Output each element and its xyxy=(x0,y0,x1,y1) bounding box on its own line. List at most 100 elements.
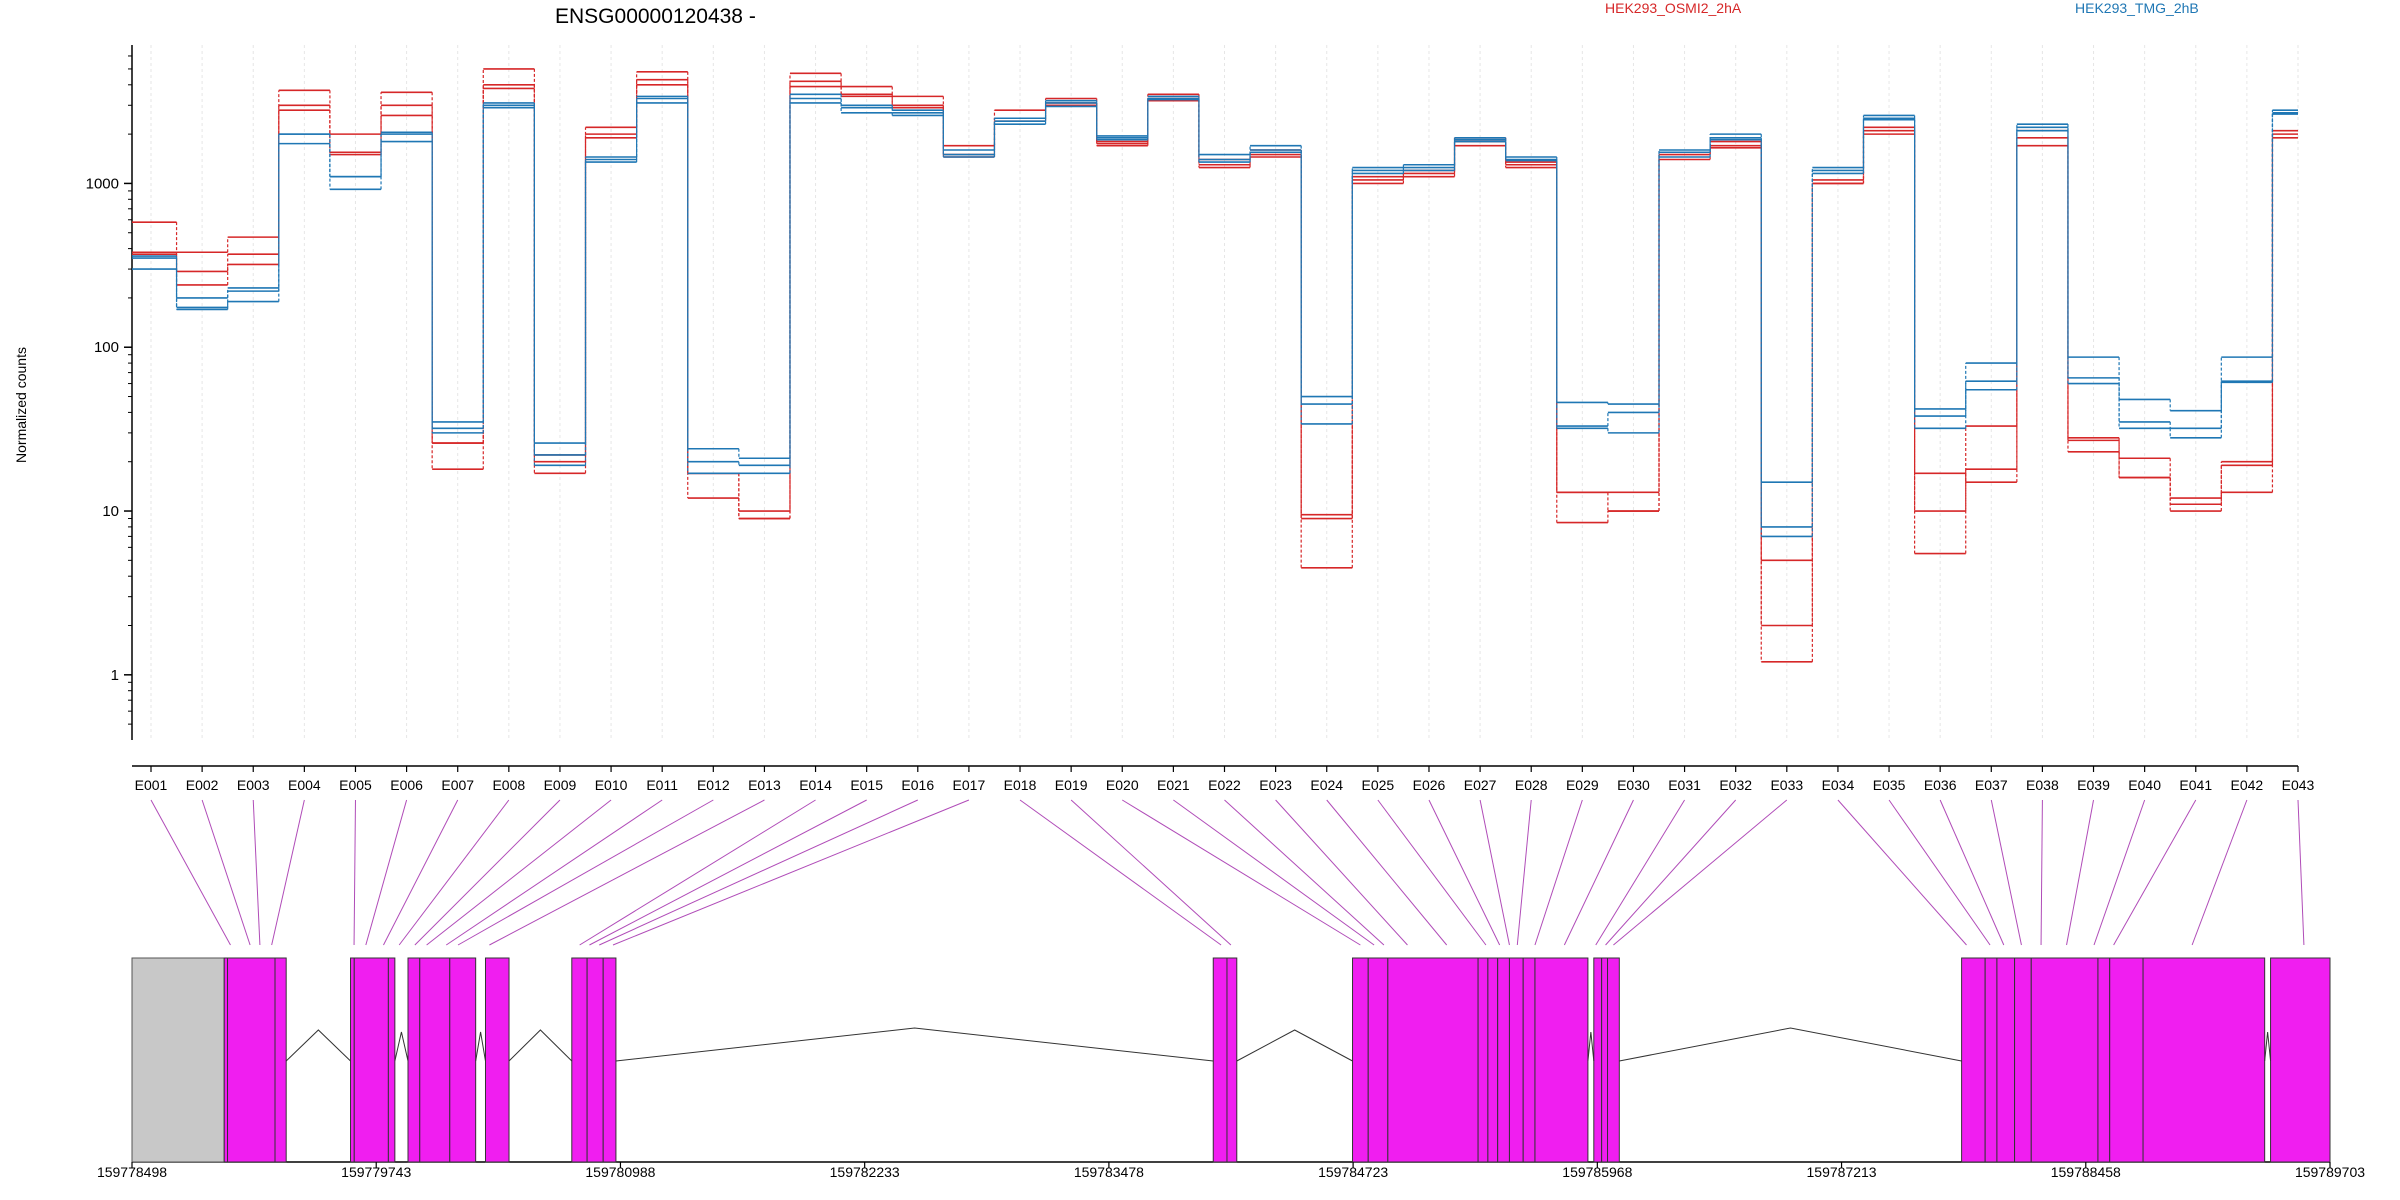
exon-block xyxy=(1226,957,1238,1163)
x-tick-label-e027: E027 xyxy=(1464,777,1497,793)
x-tick-label-e040: E040 xyxy=(2128,777,2161,793)
connector-e001 xyxy=(150,799,231,946)
connector-e004 xyxy=(271,799,305,946)
connector-e009 xyxy=(414,799,561,946)
connector-e005 xyxy=(353,799,356,946)
x-tick-label-e020: E020 xyxy=(1106,777,1139,793)
exon-block xyxy=(227,957,276,1163)
connector-e007 xyxy=(383,799,459,946)
connector-e039 xyxy=(2066,799,2095,946)
exon-block xyxy=(2142,957,2266,1163)
exon-block xyxy=(1534,957,1589,1163)
genomic-tick-label: 159778498 xyxy=(97,1164,167,1180)
exon-block xyxy=(1593,957,1603,1163)
connector-e040 xyxy=(2093,799,2146,946)
x-tick-label-e004: E004 xyxy=(288,777,321,793)
intron-line xyxy=(1619,1027,1962,1062)
connector-e010 xyxy=(426,799,612,946)
connector-e033 xyxy=(1613,799,1788,946)
x-tick-label-e042: E042 xyxy=(2231,777,2264,793)
connector-e017 xyxy=(612,799,970,946)
y-tick-label: 1000 xyxy=(86,175,119,192)
exon-block xyxy=(586,957,604,1163)
connector-e041 xyxy=(2113,799,2197,946)
connector-e037 xyxy=(1990,799,2022,946)
genomic-tick-label: 159788458 xyxy=(2051,1164,2121,1180)
y-tick-label: 100 xyxy=(94,339,119,356)
x-tick-label-e003: E003 xyxy=(237,777,270,793)
intron-line xyxy=(508,1029,573,1062)
connector-e022 xyxy=(1224,799,1385,946)
connector-e034 xyxy=(1837,799,1967,946)
x-tick-label-e030: E030 xyxy=(1617,777,1650,793)
connector-e012 xyxy=(457,799,714,946)
x-axis: E001 E002 E003 E004 E005 E006 E007 E008 E009 E010… xyxy=(132,765,2315,793)
intron-line xyxy=(394,1031,409,1062)
connector-e013 xyxy=(489,799,765,946)
x-tick-label-e008: E008 xyxy=(492,777,525,793)
connector-e043 xyxy=(2297,799,2305,946)
exon-block xyxy=(449,957,477,1163)
x-tick-label-e013: E013 xyxy=(748,777,781,793)
connector-e042 xyxy=(2191,799,2248,946)
y-axis: 1 10 100 1000 xyxy=(86,45,133,740)
connector-e008 xyxy=(398,799,510,946)
connector-e035 xyxy=(1888,799,1991,946)
x-tick-label-e023: E023 xyxy=(1259,777,1292,793)
genomic-axis: 159778498 159779743 159780988 159782233 1597… xyxy=(97,1162,2365,1180)
genomic-tick-label: 159779743 xyxy=(341,1164,411,1180)
x-tick-label-e019: E019 xyxy=(1055,777,1088,793)
x-tick-label-e033: E033 xyxy=(1770,777,1803,793)
x-tick-label-e018: E018 xyxy=(1004,777,1037,793)
exon-block xyxy=(387,957,396,1163)
exon-block xyxy=(223,957,229,1163)
x-tick-label-e015: E015 xyxy=(850,777,883,793)
intron-line xyxy=(285,1029,351,1062)
x-tick-label-e002: E002 xyxy=(186,777,219,793)
intron-line xyxy=(1587,1031,1595,1062)
exon-block xyxy=(1387,957,1479,1163)
exon-block xyxy=(407,957,421,1163)
connector-e021 xyxy=(1173,799,1375,946)
x-tick-label-e025: E025 xyxy=(1362,777,1395,793)
exon-block xyxy=(1984,957,1998,1163)
connector-e036 xyxy=(1939,799,2005,946)
x-tick-label-e034: E034 xyxy=(1822,777,1855,793)
series-lines xyxy=(132,68,2298,663)
exon-block xyxy=(1522,957,1536,1163)
exon-block xyxy=(274,957,287,1163)
x-tick-label-e041: E041 xyxy=(2179,777,2212,793)
connector-e016 xyxy=(599,799,918,946)
y-tick-label: 10 xyxy=(102,503,119,520)
x-tick-label-e011: E011 xyxy=(646,777,678,793)
x-tick-label-e022: E022 xyxy=(1208,777,1241,793)
exon-block xyxy=(1477,957,1489,1163)
genomic-tick-label: 159787213 xyxy=(1807,1164,1877,1180)
connector-e027 xyxy=(1479,799,1510,946)
x-tick-label-e043: E043 xyxy=(2282,777,2315,793)
x-tick-label-e016: E016 xyxy=(901,777,934,793)
exon-block xyxy=(484,957,510,1163)
exon-block xyxy=(2030,957,2099,1163)
x-tick-label-e039: E039 xyxy=(2077,777,2110,793)
x-tick-label-e029: E029 xyxy=(1566,777,1599,793)
x-tick-label-e009: E009 xyxy=(544,777,577,793)
exon-block xyxy=(1487,957,1499,1163)
x-tick-label-e036: E036 xyxy=(1924,777,1957,793)
x-tick-label-e031: E031 xyxy=(1668,777,1701,793)
exon-block xyxy=(2097,957,2111,1163)
exon-block xyxy=(350,957,355,1163)
genomic-tick-label: 159782233 xyxy=(830,1164,900,1180)
x-tick-label-e014: E014 xyxy=(799,777,832,793)
x-tick-label-e026: E026 xyxy=(1413,777,1446,793)
exon-block xyxy=(1996,957,2016,1163)
exon-block xyxy=(2270,957,2331,1163)
connector-e032 xyxy=(1605,799,1737,946)
exon-block xyxy=(1497,957,1510,1163)
connector-e018 xyxy=(1019,799,1222,946)
connector-e003 xyxy=(252,799,261,946)
connector-e026 xyxy=(1428,799,1501,946)
connector-e031 xyxy=(1595,799,1685,946)
genomic-tick-label: 159785968 xyxy=(1562,1164,1632,1180)
